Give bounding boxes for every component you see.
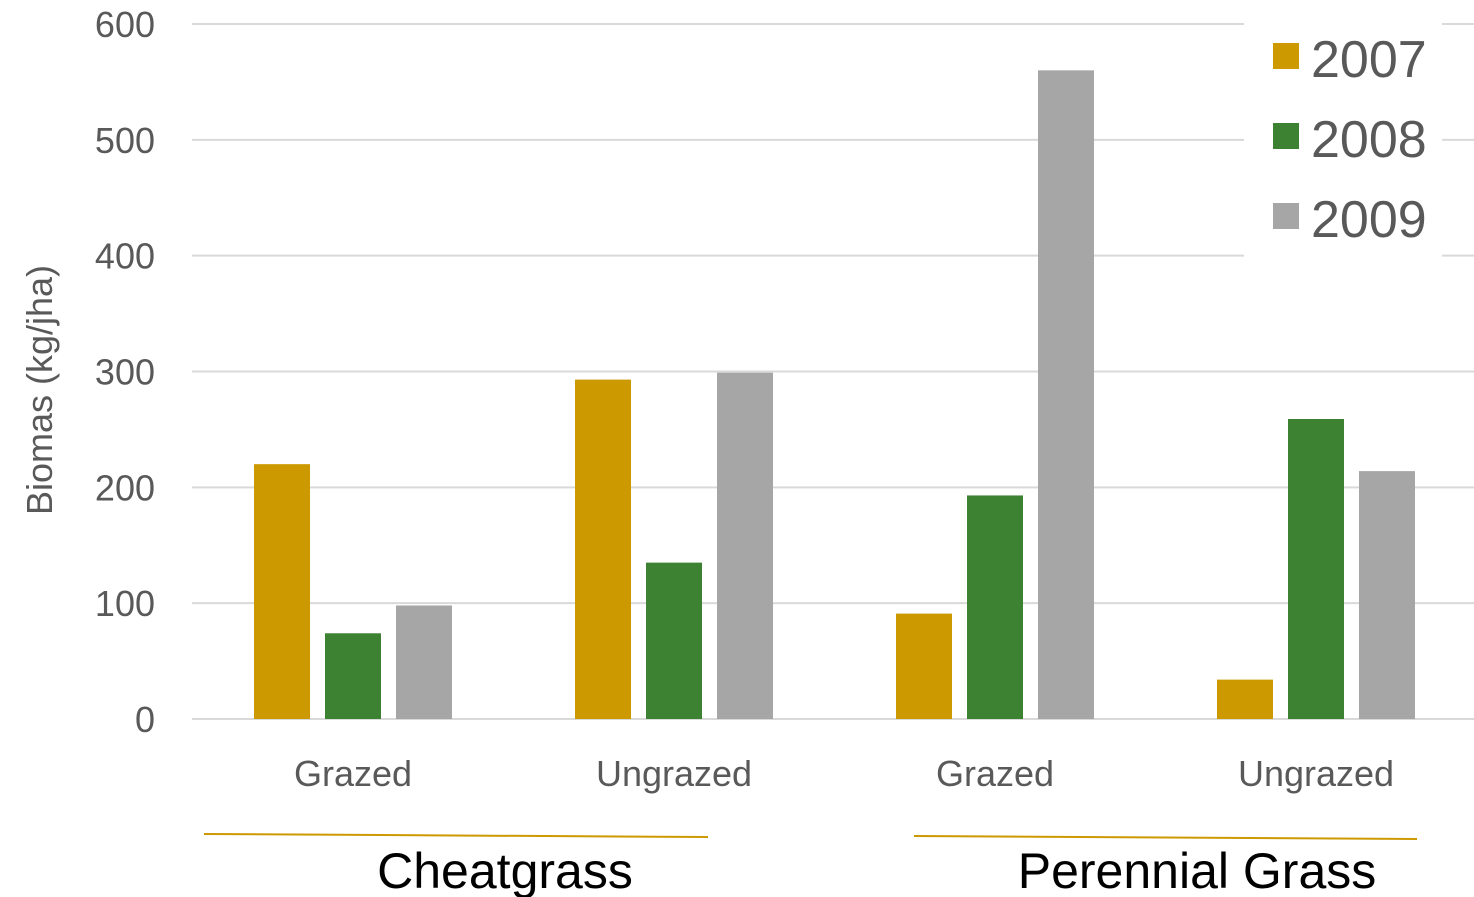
category-group-label: Cheatgrass bbox=[377, 843, 633, 897]
group-underline bbox=[913, 835, 1418, 840]
legend-label-2008: 2008 bbox=[1311, 111, 1427, 169]
legend-swatch-2008 bbox=[1273, 123, 1299, 149]
bar-2007-4 bbox=[1217, 679, 1273, 719]
bar-2008-1 bbox=[325, 633, 381, 719]
bar-2009-2 bbox=[717, 372, 773, 719]
x-tick-label: Grazed bbox=[294, 753, 412, 794]
legend-swatch-2009 bbox=[1273, 203, 1299, 229]
bar-2008-3 bbox=[967, 495, 1023, 719]
y-tick-label: 0 bbox=[135, 699, 155, 740]
x-axis-ticks: Grazed Ungrazed Grazed Ungrazed bbox=[294, 753, 1394, 794]
legend-label-2007: 2007 bbox=[1311, 31, 1427, 89]
bar-2009-4 bbox=[1359, 471, 1415, 719]
y-tick-label: 400 bbox=[95, 236, 155, 277]
category-groups: Cheatgrass Perennial Grass bbox=[203, 833, 1418, 897]
y-tick-label: 500 bbox=[95, 120, 155, 161]
group-underline bbox=[203, 833, 709, 838]
gridlines bbox=[192, 23, 1474, 720]
bar-2009-3 bbox=[1038, 70, 1094, 720]
bar-2007-1 bbox=[254, 464, 310, 719]
legend-swatch-2007 bbox=[1273, 43, 1299, 69]
y-tick-label: 200 bbox=[95, 467, 155, 508]
y-tick-label: 100 bbox=[95, 583, 155, 624]
x-tick-label: Ungrazed bbox=[596, 753, 752, 794]
bar-2007-2 bbox=[575, 379, 631, 719]
bars bbox=[254, 70, 1415, 720]
bar-2009-1 bbox=[396, 605, 452, 719]
bar-2008-4 bbox=[1288, 418, 1344, 719]
legend: 2007 2008 2009 bbox=[1244, 18, 1442, 260]
y-tick-label: 300 bbox=[95, 352, 155, 393]
bar-2008-2 bbox=[646, 562, 702, 719]
y-tick-label: 600 bbox=[95, 4, 155, 45]
bar-2007-3 bbox=[896, 613, 952, 719]
legend-label-2009: 2009 bbox=[1311, 191, 1427, 249]
y-axis-ticks: 0 100 200 300 400 500 600 bbox=[95, 4, 155, 740]
y-axis-title: Biomas (kg/jha) bbox=[19, 265, 60, 515]
x-tick-label: Grazed bbox=[936, 753, 1054, 794]
category-group-label: Perennial Grass bbox=[1018, 843, 1377, 897]
x-tick-label: Ungrazed bbox=[1238, 753, 1394, 794]
